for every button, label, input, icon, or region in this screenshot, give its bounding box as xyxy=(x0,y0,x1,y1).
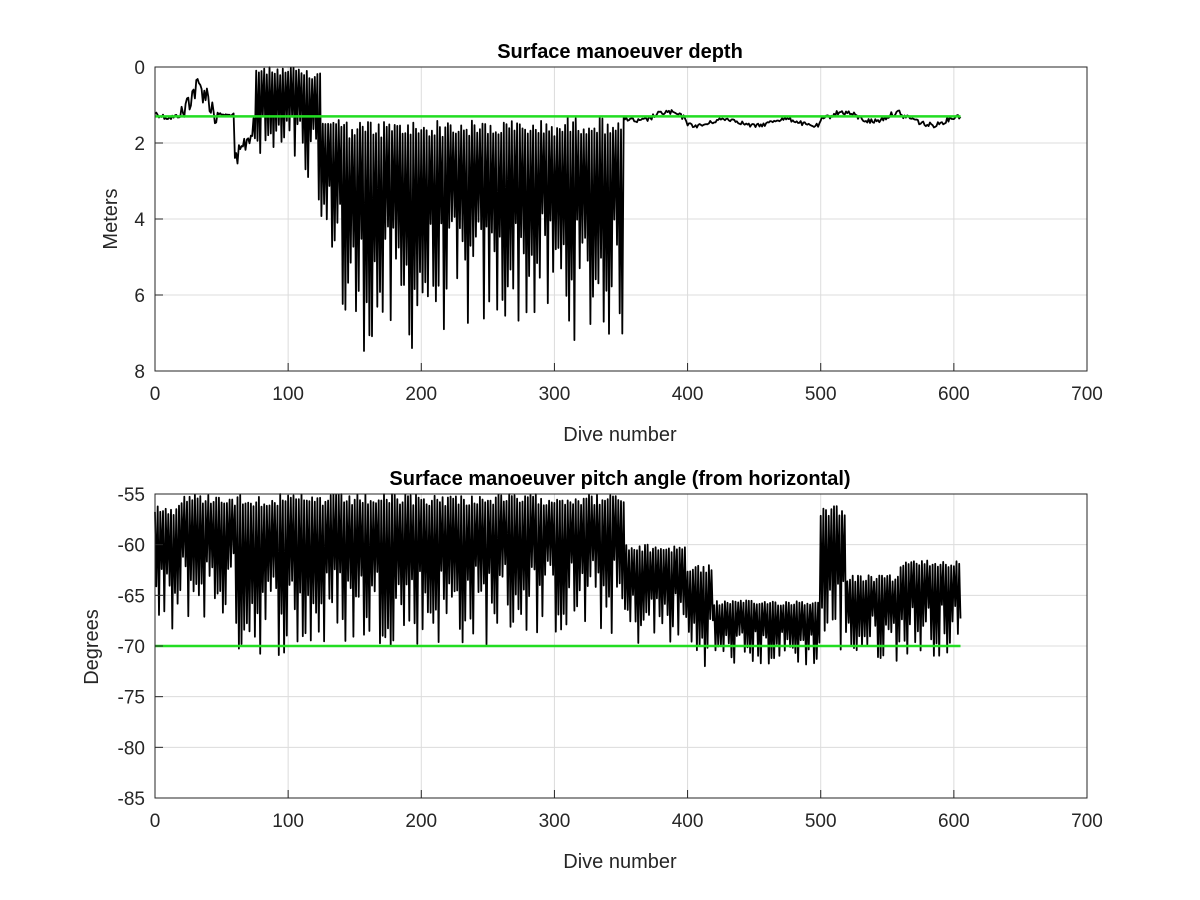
pitch-y-tick-label: -75 xyxy=(118,688,145,709)
depth-x-tick-label: 100 xyxy=(272,384,304,405)
pitch-y-tick-label: -85 xyxy=(118,789,145,810)
depth-y-tick-label: 8 xyxy=(134,362,145,383)
depth-x-tick-label: 400 xyxy=(672,384,704,405)
pitch-x-tick-label: 500 xyxy=(805,811,837,832)
pitch-x-ticks: 0 100 200 300 400 500 600 700 xyxy=(150,790,1103,832)
pitch-x-tick-label: 300 xyxy=(539,811,571,832)
depth-y-axis-label: Meters xyxy=(100,188,122,249)
pitch-chart-title: Surface manoeuver pitch angle (from hori… xyxy=(389,468,850,490)
pitch-y-axis-label: Degrees xyxy=(81,609,103,685)
pitch-y-ticks: -55 -60 -65 -70 -75 -80 -85 xyxy=(118,485,163,810)
pitch-y-tick-label: -60 xyxy=(118,536,145,557)
depth-x-tick-label: 200 xyxy=(405,384,437,405)
depth-series xyxy=(154,66,962,352)
depth-x-tick-label: 500 xyxy=(805,384,837,405)
depth-chart: 0 100 200 300 400 500 600 700 0 2 4 6 8 Surface man… xyxy=(100,41,1103,446)
depth-y-tick-label: 4 xyxy=(134,210,145,231)
pitch-x-axis-label: Dive number xyxy=(563,851,677,873)
depth-x-ticks: 0 100 200 300 400 500 600 700 xyxy=(150,363,1103,405)
pitch-y-tick-label: -55 xyxy=(118,485,145,506)
pitch-x-tick-label: 0 xyxy=(150,811,161,832)
depth-x-axis-label: Dive number xyxy=(563,424,677,446)
depth-y-ticks: 0 2 4 6 8 xyxy=(134,58,163,383)
depth-x-tick-label: 600 xyxy=(938,384,970,405)
depth-y-tick-label: 0 xyxy=(134,58,145,79)
depth-y-tick-label: 6 xyxy=(134,286,145,307)
depth-x-tick-label: 300 xyxy=(539,384,571,405)
pitch-series xyxy=(154,493,962,668)
pitch-y-tick-label: -65 xyxy=(118,586,145,607)
pitch-data-line xyxy=(154,493,962,668)
depth-data-line xyxy=(154,66,962,352)
depth-chart-title: Surface manoeuver depth xyxy=(497,41,743,63)
pitch-x-tick-label: 100 xyxy=(272,811,304,832)
pitch-x-tick-label: 200 xyxy=(405,811,437,832)
pitch-y-tick-label: -70 xyxy=(118,637,145,658)
depth-x-tick-label: 700 xyxy=(1071,384,1103,405)
pitch-y-tick-label: -80 xyxy=(118,738,145,759)
depth-x-tick-label: 0 xyxy=(150,384,161,405)
pitch-x-tick-label: 700 xyxy=(1071,811,1103,832)
depth-y-tick-label: 2 xyxy=(134,134,145,155)
pitch-chart: 0 100 200 300 400 500 600 700 -55 -60 -65 -70 -75 -8… xyxy=(81,468,1103,873)
pitch-x-tick-label: 600 xyxy=(938,811,970,832)
pitch-x-tick-label: 400 xyxy=(672,811,704,832)
